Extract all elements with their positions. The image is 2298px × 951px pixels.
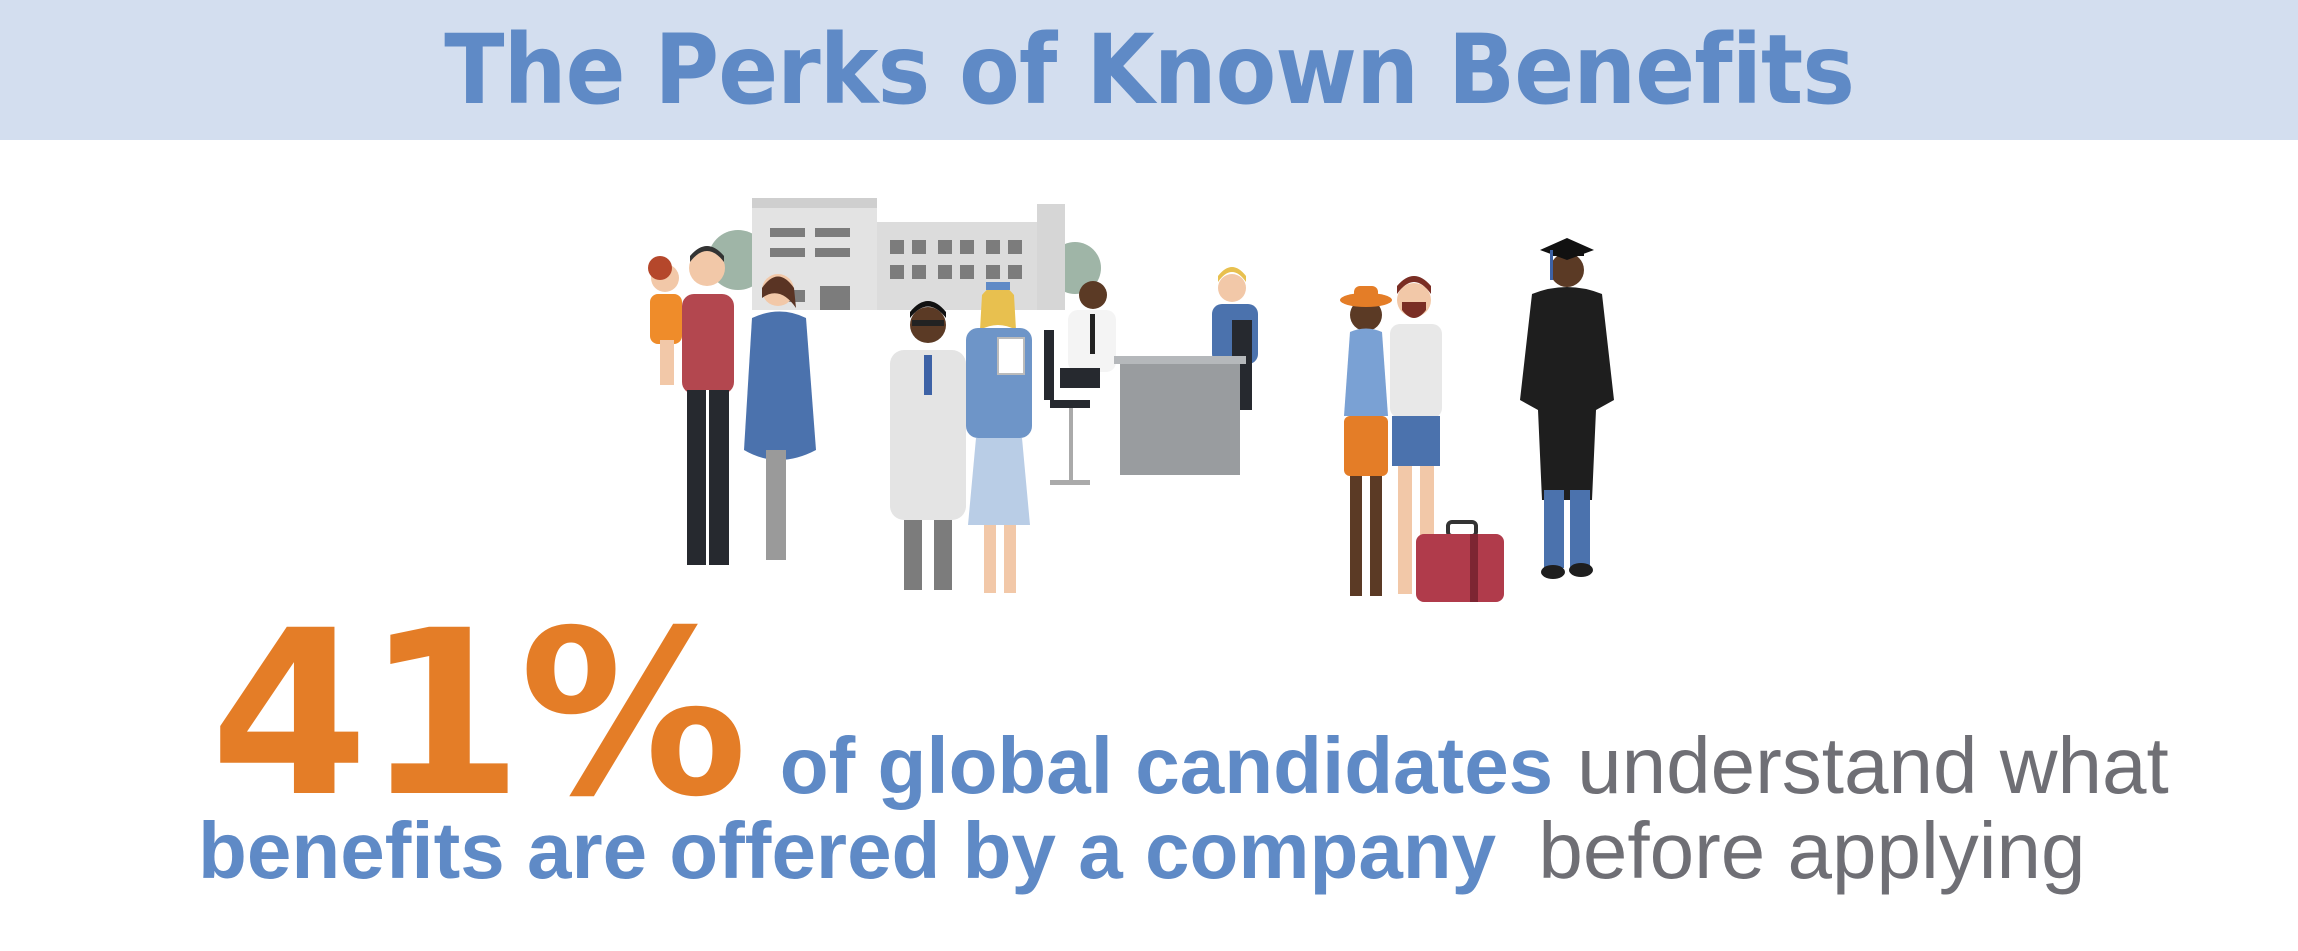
statistic-line-1: 41% of global candidates understand what [210,600,2169,828]
title-banner: The Perks of Known Benefits [0,0,2298,140]
suitcase-icon [1416,520,1504,602]
statistic-text-2: before applying [1538,806,2086,895]
statistic-highlight-2: benefits are offered by a company [198,806,1497,895]
people-illustration [620,190,1650,615]
office-desk-icon [1044,267,1258,485]
doctor-icon [890,301,966,590]
statistic-text-1: understand what [1577,721,2169,810]
family-icon [648,246,816,565]
statistic-highlight-1: of global candidates [779,721,1554,810]
travelers-icon [1340,276,1442,596]
statistic-percentage: 41% [210,581,748,847]
page-title: The Perks of Known Benefits [444,14,1855,126]
graduate-icon [1520,238,1614,579]
statistic-line-2: benefits are offered by a company before… [198,805,2085,897]
nurse-icon [966,282,1032,593]
hospital-building-icon [708,198,1101,310]
